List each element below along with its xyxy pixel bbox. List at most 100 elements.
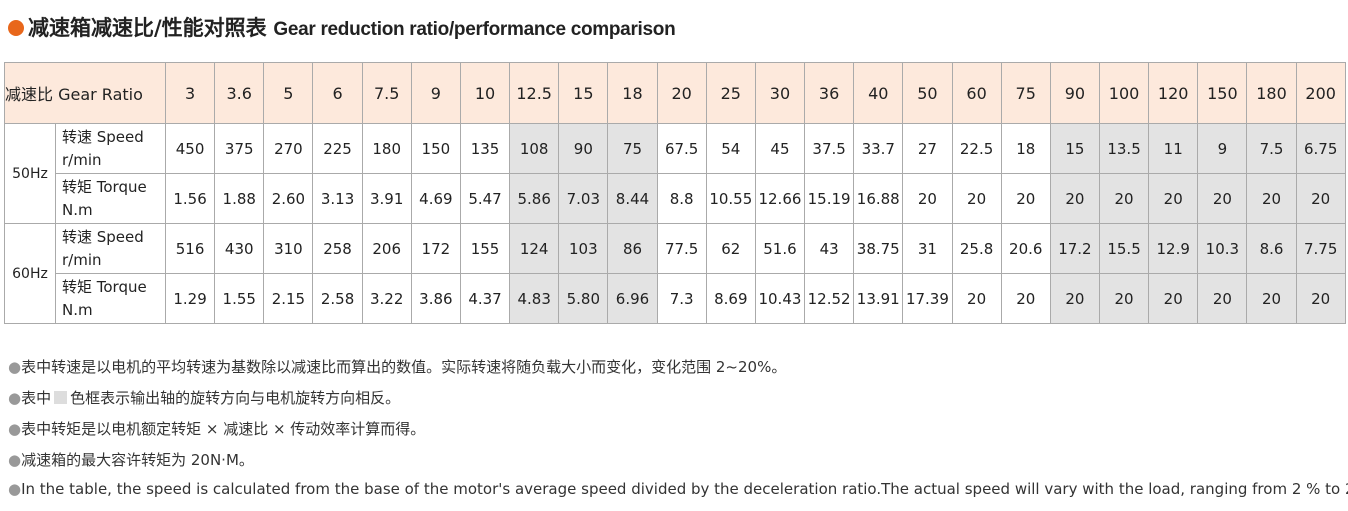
value-cell: 450 xyxy=(164,123,216,174)
value-cell: 2.60 xyxy=(263,173,314,224)
value-cell: 20 xyxy=(1098,273,1150,324)
row-label: 转速 Speed r/min xyxy=(55,223,166,274)
ratio-cell: 10 xyxy=(459,62,511,124)
title-en: Gear reduction ratio/performance compari… xyxy=(273,19,676,40)
value-cell: 5.80 xyxy=(558,273,609,324)
note: ●表中转矩是以电机额定转矩 × 减速比 × 传动效率计算而得。 xyxy=(8,418,1348,449)
title-cn: 减速箱减速比/性能对照表 xyxy=(28,16,267,40)
row-label-line: 转速 Speed xyxy=(62,127,144,146)
ratio-cell: 100 xyxy=(1098,62,1150,124)
value-cell: 1.55 xyxy=(214,273,265,324)
row-label-line: N.m xyxy=(62,300,93,319)
note: ●表中 色框表示输出轴的旋转方向与电机旋转方向相反。 xyxy=(8,387,1348,418)
value-cell: 45 xyxy=(754,123,806,174)
note-bullet: ● xyxy=(8,480,22,498)
value-cell: 77.5 xyxy=(656,223,707,274)
value-cell: 20 xyxy=(1098,173,1150,224)
value-cell: 3.91 xyxy=(361,173,412,224)
value-cell: 10.3 xyxy=(1197,223,1248,274)
value-cell: 10.43 xyxy=(754,273,806,324)
row-label-line: r/min xyxy=(62,250,102,269)
value-cell: 11 xyxy=(1148,123,1199,174)
value-cell: 4.83 xyxy=(509,273,560,324)
value-cell: 375 xyxy=(214,123,265,174)
ratio-cell: 75 xyxy=(1000,62,1051,124)
value-cell: 75 xyxy=(607,123,658,174)
value-cell: 108 xyxy=(509,123,560,174)
ratio-cell: 36 xyxy=(804,62,855,124)
ratio-cell: 15 xyxy=(558,62,609,124)
value-cell: 1.88 xyxy=(214,173,265,224)
value-cell: 22.5 xyxy=(951,123,1002,174)
value-cell: 2.15 xyxy=(263,273,314,324)
value-cell: 33.7 xyxy=(853,123,904,174)
note-bullet: ● xyxy=(8,451,22,469)
ratio-cell: 120 xyxy=(1148,62,1199,124)
value-cell: 20.6 xyxy=(1000,223,1051,274)
value-cell: 2.58 xyxy=(312,273,363,324)
ratio-cell: 90 xyxy=(1049,62,1100,124)
ratio-cell: 7.5 xyxy=(361,62,412,124)
value-cell: 7.03 xyxy=(558,173,609,224)
value-cell: 17.39 xyxy=(902,273,953,324)
value-cell: 3.22 xyxy=(361,273,412,324)
value-cell: 51.6 xyxy=(754,223,806,274)
value-cell: 18 xyxy=(1000,123,1051,174)
value-cell: 27 xyxy=(902,123,953,174)
value-cell: 31 xyxy=(902,223,953,274)
ratio-cell: 18 xyxy=(607,62,658,124)
ratio-cell: 50 xyxy=(902,62,953,124)
value-cell: 6.96 xyxy=(607,273,658,324)
header-row: 减速比 Gear Ratio 3 3.6 5 6 7.5 9 10 12.5 15 18 20 25 30… xyxy=(4,62,1346,124)
ratio-cell: 60 xyxy=(951,62,1002,124)
value-cell: 124 xyxy=(509,223,560,274)
ratio-cell: 25 xyxy=(705,62,756,124)
value-cell: 20 xyxy=(1000,273,1051,324)
value-cell: 15.5 xyxy=(1098,223,1150,274)
ratio-cell: 20 xyxy=(656,62,707,124)
value-cell: 8.69 xyxy=(705,273,756,324)
data-row: 50Hz 转速 Speed r/min 450 375 270 225 180 150 135 10… xyxy=(4,123,1346,224)
value-cell: 20 xyxy=(951,273,1002,324)
value-cell: 62 xyxy=(705,223,756,274)
value-cell: 10.55 xyxy=(705,173,756,224)
bullet-dot xyxy=(8,20,24,36)
row-label: 转矩 Torque N.m xyxy=(55,273,166,324)
value-cell: 5.86 xyxy=(509,173,560,224)
value-cell: 15.19 xyxy=(804,173,855,224)
ratio-cell: 12.5 xyxy=(509,62,560,124)
freq-cell: 50Hz xyxy=(4,123,56,224)
value-cell: 1.56 xyxy=(164,173,216,224)
ratio-cell: 6 xyxy=(312,62,363,124)
value-cell: 3.13 xyxy=(312,173,363,224)
value-cell: 20 xyxy=(1148,173,1199,224)
row-label-line: 转矩 Torque xyxy=(62,277,147,296)
ratio-cell: 3.6 xyxy=(214,62,265,124)
value-cell: 180 xyxy=(361,123,412,174)
value-cell: 9 xyxy=(1197,123,1248,174)
value-cell: 12.9 xyxy=(1148,223,1199,274)
note: ●减速箱的最大容许转矩为 20N·M。 xyxy=(8,449,1348,480)
ratio-table: 减速比 Gear Ratio 3 3.6 5 6 7.5 9 10 12.5 15 18 20 25 30… xyxy=(4,62,1346,324)
note-text: 减速箱的最大容许转矩为 20N·M。 xyxy=(21,451,254,469)
value-cell: 86 xyxy=(607,223,658,274)
data-row: 转矩 Torque N.m 1.56 1.88 2.60 3.13 3.91 4.69 5.47… xyxy=(5,173,1346,224)
value-cell: 20 xyxy=(1197,273,1248,324)
value-cell: 38.75 xyxy=(853,223,904,274)
title: 减速箱减速比/性能对照表 Gear reduction ratio/perfor… xyxy=(8,12,676,42)
value-cell: 4.69 xyxy=(410,173,461,224)
value-cell: 12.52 xyxy=(804,273,855,324)
value-cell: 3.86 xyxy=(410,273,461,324)
value-cell: 5.47 xyxy=(459,173,511,224)
row-label: 转速 Speed r/min xyxy=(55,123,166,174)
note-text: In the table, the speed is calculated fr… xyxy=(21,480,1348,498)
value-cell: 20 xyxy=(1000,173,1051,224)
ratio-cell: 200 xyxy=(1295,62,1346,124)
value-cell: 310 xyxy=(263,223,314,274)
value-cell: 15 xyxy=(1049,123,1100,174)
value-cell: 430 xyxy=(214,223,265,274)
value-cell: 12.66 xyxy=(754,173,806,224)
gray-swatch xyxy=(54,391,68,404)
value-cell: 16.88 xyxy=(853,173,904,224)
